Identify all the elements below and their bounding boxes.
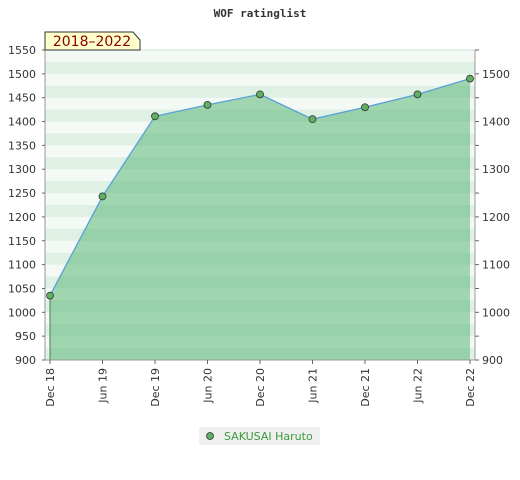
right-tick-label: 1200 (482, 211, 510, 224)
data-points (46, 74, 474, 300)
data-point (413, 90, 422, 99)
left-tick-label: 1050 (8, 282, 36, 295)
data-point (466, 74, 474, 83)
left-tick-label: 1000 (8, 306, 36, 319)
left-tick-label: 1450 (8, 92, 36, 105)
x-tick-label: Dec 21 (359, 368, 372, 407)
data-point (203, 100, 212, 109)
left-tick-label: 950 (15, 330, 36, 343)
left-tick-label: 1350 (8, 139, 36, 152)
data-point (98, 192, 107, 201)
right-tick-label: 1100 (482, 259, 510, 272)
x-tick-label: Jun 22 (412, 368, 425, 404)
right-tick-label: 1400 (482, 116, 510, 129)
area-fill (50, 78, 470, 360)
left-tick-label: 1250 (8, 187, 36, 200)
x-tick-label: Dec 18 (44, 368, 57, 407)
right-tick-label: 1000 (482, 306, 510, 319)
data-point (308, 115, 317, 124)
data-point (361, 103, 369, 112)
left-tick-label: 1400 (8, 116, 36, 129)
x-tick-label: Jun 20 (202, 368, 215, 404)
right-tick-label: 1500 (482, 68, 510, 81)
legend-marker (206, 432, 214, 440)
x-tick-label: Jun 19 (97, 368, 110, 404)
x-tick-label: Dec 20 (254, 368, 267, 407)
period-badge: 2018–2022 (44, 31, 141, 51)
left-tick-label: 1500 (8, 68, 36, 81)
left-tick-label: 1150 (8, 235, 36, 248)
background-band (45, 50, 475, 63)
left-tick-label: 1100 (8, 259, 36, 272)
x-tick-label: Dec 22 (464, 368, 477, 407)
x-tick-label: Dec 19 (149, 368, 162, 407)
right-tick-label: 900 (482, 354, 503, 367)
period-label: 2018–2022 (53, 34, 131, 50)
left-tick-label: 1200 (8, 211, 36, 224)
background-band (45, 61, 475, 75)
chart-title: WOF ratinglist (214, 7, 307, 20)
left-axis: 900 950 1000 1050 1100 1150 1200 1250 1300 1350 14… (8, 44, 46, 367)
background-band (45, 73, 475, 87)
legend-series-name: SAKUSAI Haruto (224, 430, 313, 443)
left-tick-label: 1300 (8, 163, 36, 176)
data-point (256, 90, 264, 99)
x-tick-label: Jun 21 (307, 368, 320, 404)
right-tick-label: 1300 (482, 163, 510, 176)
data-point (46, 291, 54, 300)
right-axis: 900 1000 1100 1200 1300 1400 1500 (474, 49, 510, 367)
left-tick-label: 1550 (8, 44, 36, 57)
data-point (151, 112, 159, 121)
x-axis: Dec 18 Jun 19 Dec 19 Jun 20 Dec 20 Jun 21 Dec … (44, 359, 477, 407)
left-tick-label: 900 (15, 354, 36, 367)
legend: SAKUSAI Haruto (199, 427, 320, 445)
